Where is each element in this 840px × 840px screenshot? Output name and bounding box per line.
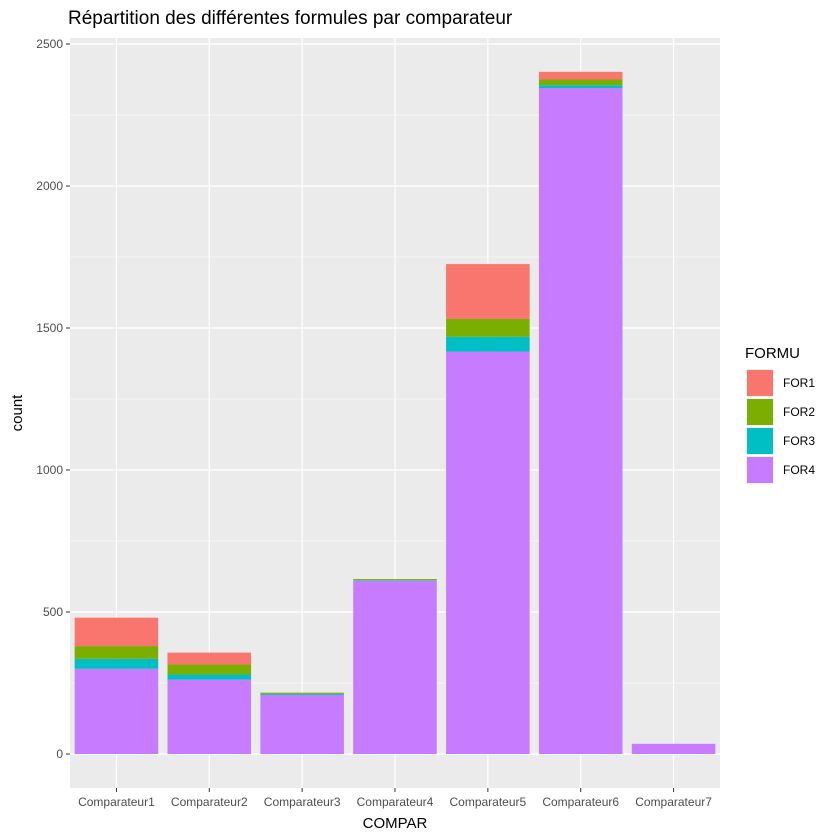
legend-swatch-FOR1 bbox=[747, 370, 773, 396]
legend-label-FOR1: FOR1 bbox=[783, 376, 815, 390]
legend-swatch-FOR4 bbox=[747, 457, 773, 483]
x-axis-title: COMPAR bbox=[363, 815, 428, 832]
x-tick-label: Comparateur1 bbox=[78, 795, 155, 809]
bar-Comparateur6-FOR3 bbox=[538, 85, 623, 89]
x-axis: Comparateur1 Comparateur2 Comparateur3 Comp… bbox=[78, 788, 712, 809]
bar-Comparateur4-FOR2 bbox=[353, 579, 437, 581]
y-tick-label: 1500 bbox=[36, 321, 63, 335]
legend-title: FORMU bbox=[745, 345, 800, 362]
legend-label-FOR3: FOR3 bbox=[783, 434, 815, 448]
bar-Comparateur1-FOR2 bbox=[74, 646, 159, 659]
bar-Comparateur3-FOR2 bbox=[260, 692, 344, 694]
chart-title: Répartition des différentes formules par… bbox=[68, 8, 513, 29]
bar-Comparateur3-FOR3 bbox=[260, 693, 344, 695]
bar-Comparateur6-FOR4 bbox=[538, 88, 623, 754]
bar-Comparateur1-FOR3 bbox=[74, 658, 159, 669]
y-tick-label: 1000 bbox=[36, 463, 63, 477]
bar-Comparateur5-FOR2 bbox=[446, 318, 530, 337]
bar-Comparateur6-FOR1 bbox=[538, 71, 623, 80]
y-tick-label: 2000 bbox=[36, 179, 63, 193]
x-tick-label: Comparateur5 bbox=[449, 795, 526, 809]
x-tick-label: Comparateur4 bbox=[357, 795, 434, 809]
y-tick-label: 500 bbox=[43, 605, 63, 619]
bar-Comparateur5-FOR4 bbox=[446, 351, 530, 754]
bar-Comparateur6-FOR2 bbox=[538, 79, 623, 86]
bar-Comparateur3-FOR4 bbox=[260, 694, 344, 754]
x-tick-label: Comparateur3 bbox=[264, 795, 341, 809]
legend-swatch-FOR2 bbox=[747, 399, 773, 425]
bar-Comparateur5-FOR1 bbox=[446, 264, 530, 319]
bars bbox=[74, 71, 716, 754]
bar-Comparateur2-FOR2 bbox=[167, 664, 252, 675]
legend-label-FOR2: FOR2 bbox=[783, 405, 815, 419]
y-tick-label: 2500 bbox=[36, 37, 63, 51]
bar-Comparateur5-FOR3 bbox=[446, 336, 530, 352]
bar-Comparateur2-FOR4 bbox=[167, 679, 252, 754]
legend-swatch-FOR3 bbox=[747, 428, 773, 454]
bar-Comparateur4-FOR4 bbox=[353, 580, 437, 754]
x-tick-label: Comparateur2 bbox=[171, 795, 248, 809]
bar-Comparateur2-FOR3 bbox=[167, 674, 252, 680]
bar-Comparateur7-FOR4 bbox=[631, 743, 716, 754]
legend: FORMU FOR1 FOR2 FOR3 FOR4 bbox=[745, 345, 815, 484]
y-axis-title: count bbox=[9, 394, 26, 432]
y-tick-label: 0 bbox=[56, 747, 63, 761]
bar-Comparateur4-FOR3 bbox=[353, 580, 437, 581]
bar-Comparateur1-FOR4 bbox=[74, 668, 159, 754]
bar-Comparateur1-FOR1 bbox=[74, 617, 159, 647]
x-tick-label: Comparateur6 bbox=[542, 795, 619, 809]
y-axis: 0 500 1000 1500 2000 2500 bbox=[36, 37, 70, 761]
x-tick-label: Comparateur7 bbox=[635, 795, 712, 809]
bar-Comparateur2-FOR1 bbox=[167, 652, 252, 665]
legend-label-FOR4: FOR4 bbox=[783, 463, 815, 477]
